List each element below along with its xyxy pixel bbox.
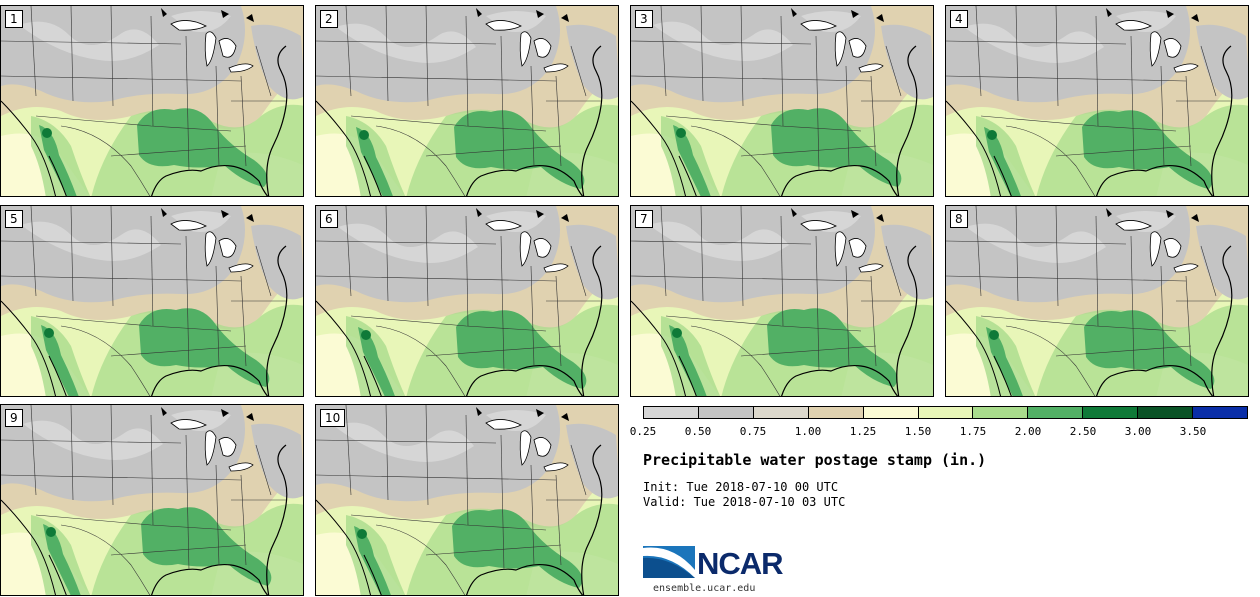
colorbar-swatch xyxy=(698,407,754,418)
colorbar-tick-label: 1.25 xyxy=(849,425,877,438)
colorbar-swatch xyxy=(644,407,699,418)
logo-url: ensemble.ucar.edu xyxy=(653,583,756,594)
member-map xyxy=(631,6,933,196)
member-panel: 1 xyxy=(0,5,304,197)
member-panel: 10 xyxy=(315,404,619,596)
member-number: 3 xyxy=(635,10,653,28)
member-map xyxy=(946,6,1248,196)
member-panel: 2 xyxy=(315,5,619,197)
member-number: 9 xyxy=(5,409,23,427)
colorbar-swatch xyxy=(863,407,919,418)
member-number: 4 xyxy=(950,10,968,28)
colorbar-swatch xyxy=(1193,407,1247,418)
member-panel: 6 xyxy=(315,205,619,397)
member-map xyxy=(631,206,933,396)
member-map xyxy=(1,6,303,196)
colorbar-swatch xyxy=(1083,407,1139,418)
member-number: 10 xyxy=(320,409,346,427)
member-map xyxy=(316,206,618,396)
colorbar xyxy=(643,406,1248,419)
colorbar-tick-label: 2.00 xyxy=(1014,425,1042,438)
colorbar-swatch xyxy=(808,407,864,418)
ncar-wordmark: NCAR xyxy=(697,546,784,581)
member-number: 6 xyxy=(320,210,338,228)
member-panel: 3 xyxy=(630,5,934,197)
colorbar-swatch xyxy=(1028,407,1084,418)
member-map xyxy=(316,6,618,196)
member-map xyxy=(316,405,618,595)
member-number: 1 xyxy=(5,10,23,28)
valid-time: Valid: Tue 2018-07-10 03 UTC xyxy=(643,495,846,509)
ncar-logo xyxy=(643,546,695,578)
init-time: Init: Tue 2018-07-10 00 UTC xyxy=(643,480,839,494)
colorbar-tick-label: 2.50 xyxy=(1069,425,1097,438)
member-map xyxy=(1,405,303,595)
colorbar-swatch xyxy=(918,407,974,418)
member-map xyxy=(946,206,1248,396)
member-panel: 9 xyxy=(0,404,304,596)
colorbar-tick-label: 1.50 xyxy=(904,425,932,438)
colorbar-swatch xyxy=(973,407,1029,418)
colorbar-swatch xyxy=(1138,407,1194,418)
member-number: 8 xyxy=(950,210,968,228)
colorbar-tick-label: 0.25 xyxy=(629,425,657,438)
member-number: 2 xyxy=(320,10,338,28)
product-title: Precipitable water postage stamp (in.) xyxy=(643,451,987,469)
member-panel: 7 xyxy=(630,205,934,397)
member-number: 5 xyxy=(5,210,23,228)
colorbar-tick-label: 0.50 xyxy=(684,425,712,438)
member-number: 7 xyxy=(635,210,653,228)
colorbar-tick-label: 3.50 xyxy=(1179,425,1207,438)
member-panel: 5 xyxy=(0,205,304,397)
colorbar-tick-label: 1.00 xyxy=(794,425,822,438)
member-map xyxy=(1,206,303,396)
member-panel: 4 xyxy=(945,5,1249,197)
colorbar-swatch xyxy=(753,407,809,418)
colorbar-tick-label: 0.75 xyxy=(739,425,767,438)
colorbar-tick-label: 3.00 xyxy=(1124,425,1152,438)
colorbar-tick-label: 1.75 xyxy=(959,425,987,438)
member-panel: 8 xyxy=(945,205,1249,397)
